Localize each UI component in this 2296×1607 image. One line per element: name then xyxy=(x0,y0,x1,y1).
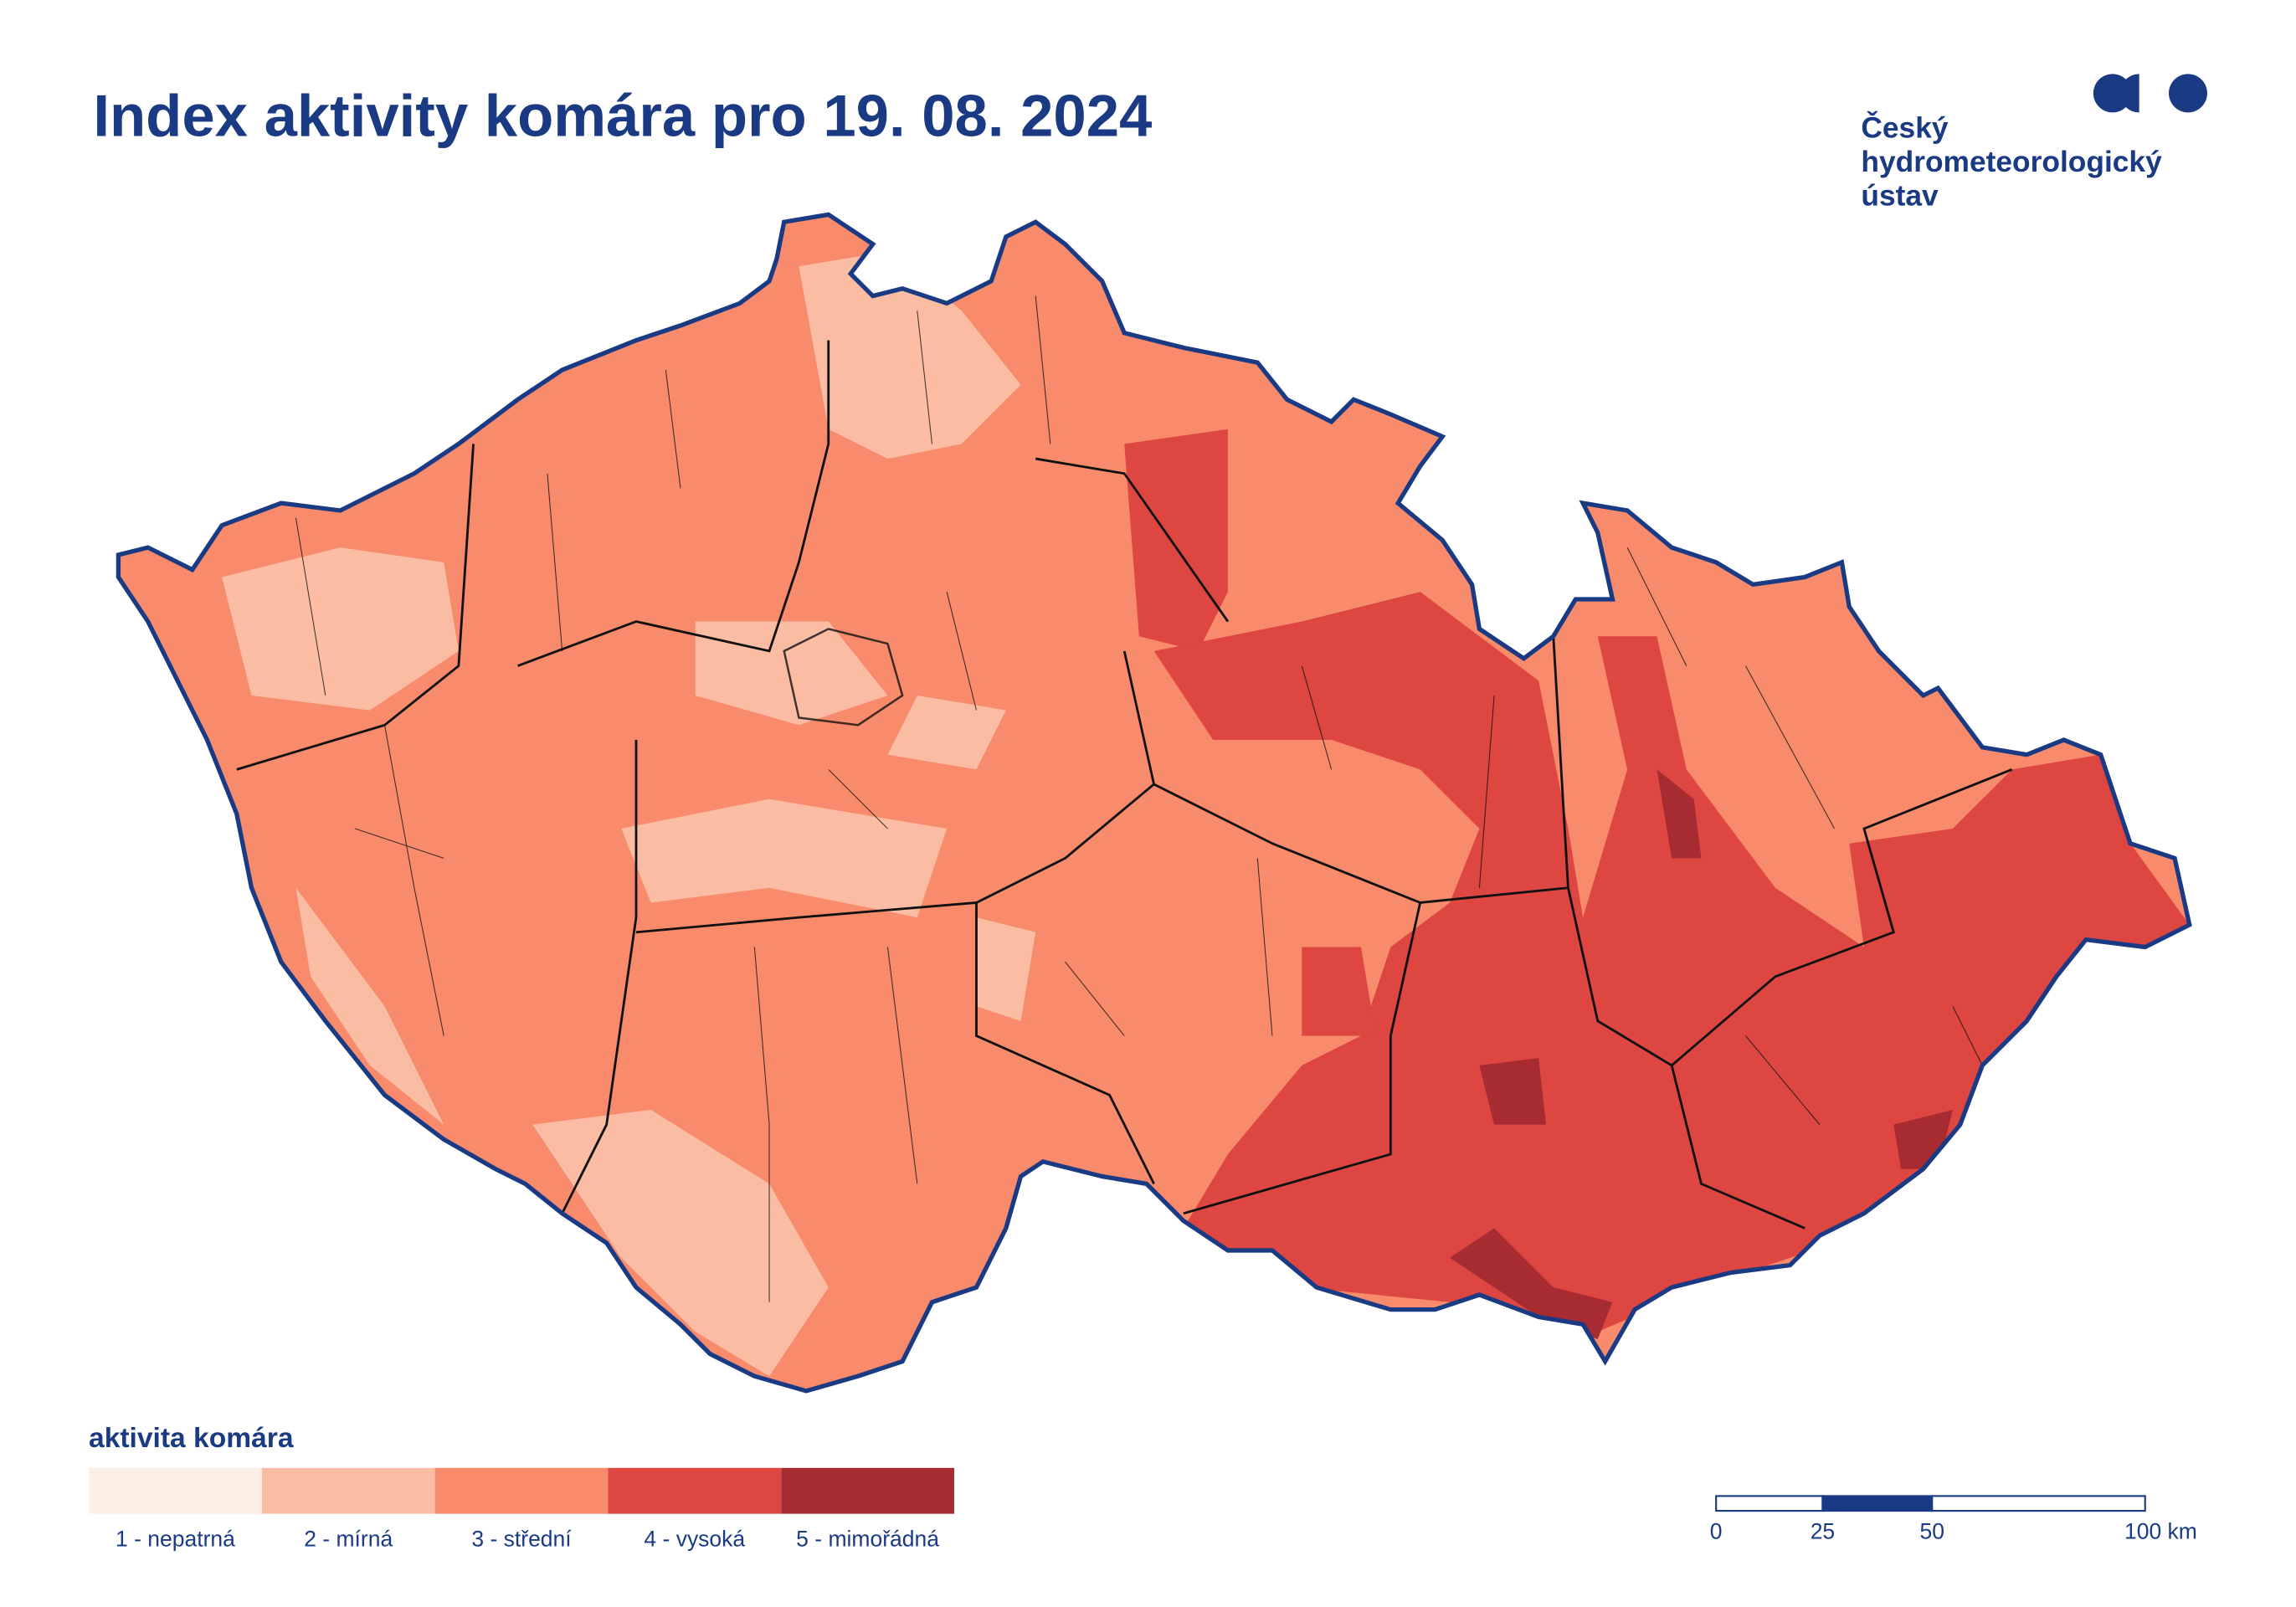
scale-bar xyxy=(1715,1495,2146,1512)
logo: Český hydrometeorologický ústav xyxy=(1861,74,2207,213)
scale-segment xyxy=(1821,1495,1934,1512)
scale-segment xyxy=(1715,1495,1824,1512)
legend-swatch xyxy=(781,1467,954,1514)
district-borders xyxy=(295,295,1983,1302)
scale-label: 50 xyxy=(1919,1519,1944,1544)
legend-swatch xyxy=(89,1467,262,1514)
logo-text: ústav xyxy=(1861,180,1939,213)
legend: 1 - nepatrná 2 - mírná 3 - střední 4 - vyso… xyxy=(89,1467,954,1552)
region-fill-5 xyxy=(1450,769,1953,1339)
legend-label: 3 - střední xyxy=(471,1527,572,1552)
logo-text: Český xyxy=(1861,110,1948,144)
legend-label: 4 - vysoká xyxy=(644,1527,745,1552)
legend-swatch xyxy=(261,1467,435,1514)
legend-label: 2 - mírná xyxy=(304,1527,393,1552)
map-title: Index aktivity komára pro 19. 08. 2024 xyxy=(93,83,1152,149)
legend-label: 5 - mimořádná xyxy=(796,1527,939,1552)
scale-label: 0 xyxy=(1710,1519,1723,1544)
logo-text: hydrometeorologický xyxy=(1861,146,2162,178)
region-fill-2 xyxy=(222,251,1036,1377)
region-borders xyxy=(236,340,2013,1230)
legend-swatch xyxy=(434,1467,609,1514)
scale-segment xyxy=(1931,1495,2146,1512)
scale-label: 100 km xyxy=(2124,1519,2197,1544)
logo-dot xyxy=(2169,74,2207,113)
logo-dot xyxy=(2093,74,2132,113)
logo-half-dot xyxy=(2119,74,2139,113)
legend-swatch xyxy=(608,1467,782,1514)
legend-label: 1 - nepatrná xyxy=(116,1527,235,1552)
scale-label: 25 xyxy=(1811,1519,1835,1544)
legend-title: aktivita komára xyxy=(89,1423,294,1454)
